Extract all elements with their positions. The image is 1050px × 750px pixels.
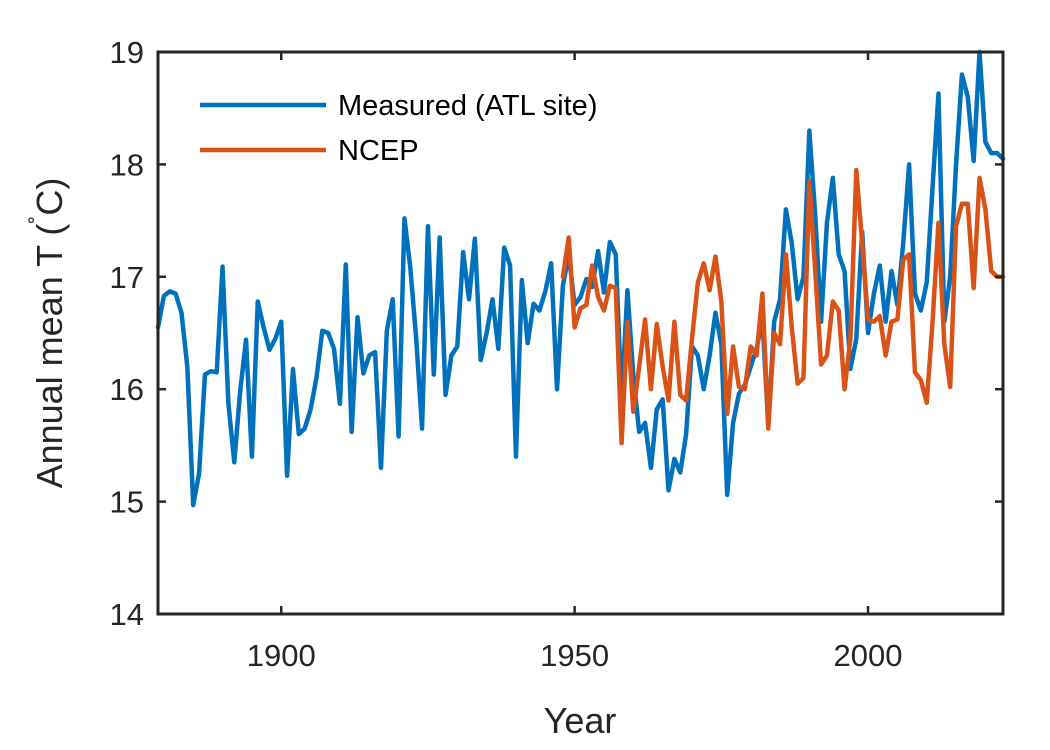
y-tick-label-14: 14: [110, 597, 144, 632]
legend: Measured (ATL site) NCEP: [200, 90, 597, 167]
legend-label-measured: Measured (ATL site): [338, 90, 597, 122]
ticks-layer: [158, 50, 1003, 616]
y-tick-label-16: 16: [110, 372, 144, 407]
y-tick-label-15: 15: [110, 485, 144, 520]
x-tick-label-2000: 2000: [834, 638, 903, 673]
series-layer: [155, 49, 1006, 508]
y-axis-title-unit: C): [29, 178, 70, 216]
series-line-ncep: [560, 167, 1006, 446]
y-axis-title: Annual mean T (˚C): [27, 178, 70, 489]
y-tick-label-17: 17: [110, 260, 144, 295]
y-axis-title-main: Annual mean T (: [29, 224, 70, 489]
x-tick-label-1950: 1950: [540, 638, 609, 673]
y-tick-label-19: 19: [110, 35, 144, 70]
tick-labels-layer: 1900 1950 2000 14 15 16 17 18 19: [110, 35, 903, 673]
plot-area-frame: [156, 50, 1005, 616]
legend-label-ncep: NCEP: [338, 135, 419, 167]
y-axis-title-degree: ˚: [27, 216, 54, 224]
x-axis-title: Year: [544, 700, 617, 741]
x-tick-label-1900: 1900: [247, 638, 316, 673]
y-tick-label-18: 18: [110, 147, 144, 182]
